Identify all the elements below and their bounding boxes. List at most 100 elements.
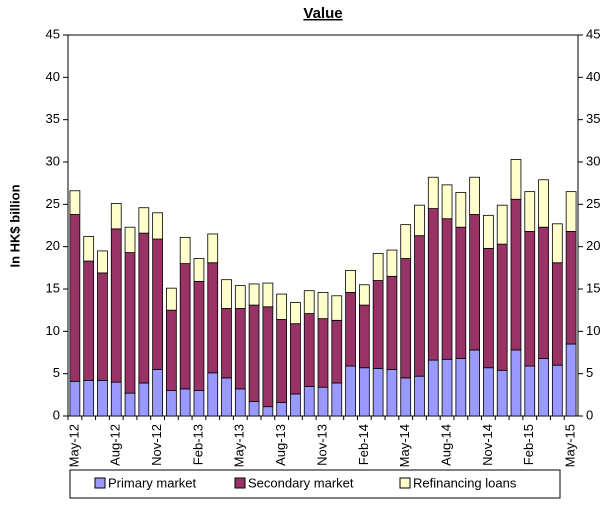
bar-segment — [166, 287, 177, 311]
bar-segment — [97, 272, 108, 381]
y-tick-label: 0 — [53, 407, 60, 422]
bar-segment — [510, 198, 522, 351]
bar-segment — [496, 369, 508, 417]
bar-segment — [303, 290, 315, 314]
bar-segment — [372, 253, 384, 281]
y-tick-label: 10 — [46, 323, 60, 338]
bar-segment — [441, 358, 453, 417]
bar-segment — [483, 247, 494, 369]
bar-segment — [386, 275, 398, 370]
bar-segment — [83, 236, 95, 262]
bar-segment — [538, 226, 549, 359]
bar-segment — [290, 302, 301, 325]
bar-segment — [524, 191, 536, 232]
bar-segment — [427, 176, 439, 209]
bar-segment — [400, 377, 412, 417]
bar-segment — [538, 179, 549, 228]
bar-segment — [551, 262, 563, 366]
bar-segment — [207, 372, 219, 417]
bar-segment — [276, 319, 288, 403]
y2-tick-label: 0 — [586, 407, 593, 422]
bar-segment — [496, 204, 508, 245]
x-tick-label: Feb-15 — [521, 424, 536, 465]
bar-segment — [97, 380, 108, 417]
bar-segment — [152, 238, 163, 370]
bar-segment — [166, 390, 177, 417]
bar-segment — [83, 260, 95, 381]
bar-segment — [290, 393, 301, 417]
bar-segment — [386, 249, 398, 277]
bar-segment — [303, 313, 315, 387]
legend — [69, 469, 561, 499]
bar-segment — [565, 343, 577, 417]
bar-segment — [124, 226, 136, 253]
bar-segment — [400, 258, 412, 379]
bar-segment — [455, 358, 467, 417]
bar-segment — [565, 231, 577, 345]
legend-label: Secondary market — [248, 475, 354, 490]
bar-segment — [441, 218, 453, 360]
bar-segment — [221, 279, 232, 309]
bar-segment — [551, 364, 563, 417]
bar-segment — [69, 190, 81, 215]
x-tick-label: May-13 — [232, 424, 247, 467]
y2-tick-label: 45 — [586, 26, 600, 41]
chart-title: Value — [303, 5, 342, 22]
bar-segment — [469, 214, 480, 351]
bar-segment — [469, 176, 480, 215]
bar-segment — [193, 280, 205, 392]
bar-segment — [427, 208, 439, 361]
bar-segment — [138, 382, 150, 417]
bar-segment — [69, 380, 81, 417]
bar-segment — [358, 284, 370, 306]
bar-segment — [331, 319, 343, 384]
bar-segment — [345, 269, 356, 293]
bar-segment — [469, 349, 480, 417]
bar-segment — [262, 282, 274, 308]
y-tick-label: 40 — [46, 69, 60, 84]
y2-tick-label: 5 — [586, 365, 593, 380]
bar-segment — [331, 295, 343, 321]
y-tick-label: 25 — [46, 196, 60, 211]
bar-segment — [538, 358, 549, 417]
bar-segment — [110, 381, 122, 417]
bar-segment — [110, 228, 122, 383]
y2-tick-label: 10 — [586, 323, 600, 338]
y-tick-label: 30 — [46, 153, 60, 168]
bar-segment — [179, 388, 191, 417]
x-tick-label: May-15 — [563, 424, 578, 467]
bar-segment — [455, 226, 467, 359]
bar-segment — [234, 285, 246, 309]
bar-segment — [221, 308, 232, 379]
x-tick-label: Nov-12 — [149, 424, 164, 466]
bar-segment — [207, 233, 219, 264]
x-tick-label: Feb-14 — [356, 424, 371, 465]
y2-tick-label: 35 — [586, 111, 600, 126]
y2-tick-label: 30 — [586, 153, 600, 168]
x-tick-label: Feb-13 — [190, 424, 205, 465]
y-tick-label: 5 — [53, 365, 60, 380]
y-tick-label: 20 — [46, 238, 60, 253]
bar-segment — [179, 263, 191, 390]
bar-segment — [138, 207, 150, 234]
x-tick-label: Nov-14 — [480, 424, 495, 466]
bar-segment — [290, 323, 301, 395]
bar-segment — [400, 224, 412, 259]
bar-segment — [524, 365, 536, 417]
bar-segment — [414, 204, 425, 237]
x-tick-label: Aug-12 — [108, 424, 123, 466]
bar-segment — [152, 369, 163, 417]
bar-segment — [510, 159, 522, 200]
x-tick-label: May-12 — [66, 424, 81, 467]
bar-segment — [83, 380, 95, 417]
bar-segment — [317, 318, 329, 388]
x-tick-label: May-14 — [397, 424, 412, 467]
legend-label: Primary market — [108, 475, 197, 490]
bar-segment — [386, 369, 398, 417]
bar-segment — [166, 309, 177, 391]
bar-segment — [317, 386, 329, 417]
bar-segment — [414, 235, 425, 377]
legend-swatch — [94, 477, 106, 489]
bar-segment — [358, 304, 370, 369]
